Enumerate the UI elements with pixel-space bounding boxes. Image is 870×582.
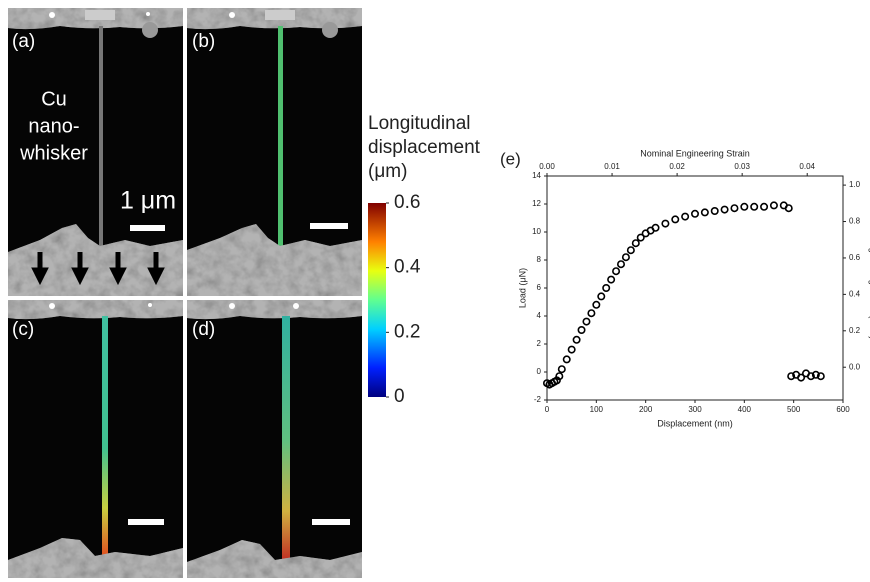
data-point	[567, 345, 576, 354]
x-tick-label: 300	[688, 405, 702, 414]
data-point	[562, 355, 571, 364]
y-tick-label: 2	[537, 339, 542, 348]
y-tick-label: -2	[534, 395, 542, 404]
panel-label: (d)	[192, 319, 215, 340]
data-point	[806, 372, 815, 381]
x2-tick-label: 0.03	[734, 162, 750, 171]
data-point	[607, 275, 616, 284]
panel-d	[187, 300, 362, 578]
data-point	[631, 239, 640, 248]
data-point	[700, 208, 709, 217]
data-point	[671, 215, 680, 224]
data-point	[592, 300, 601, 309]
y-tick-label: 14	[532, 171, 541, 180]
data-point	[602, 283, 611, 292]
data-point	[811, 370, 820, 379]
y-tick-label: 8	[537, 255, 542, 264]
y2-tick-label: 0.0	[849, 362, 861, 371]
data-point	[636, 233, 645, 242]
x-tick-label: 400	[738, 405, 752, 414]
x-tick-label: 0	[545, 405, 550, 414]
panel-label: (e)	[500, 149, 521, 168]
data-point	[597, 292, 606, 301]
data-point	[787, 372, 796, 381]
data-point	[626, 246, 635, 255]
data-point	[690, 209, 699, 218]
data-point	[577, 325, 586, 334]
y-tick-label: 6	[537, 283, 542, 292]
data-point	[750, 202, 759, 211]
panel-a	[8, 8, 183, 296]
x-tick-label: 500	[787, 405, 801, 414]
scale-label: 1 μm	[120, 187, 176, 215]
data-point	[587, 309, 596, 318]
y-tick-label: 10	[532, 227, 541, 236]
y-tick-label: 4	[537, 311, 542, 320]
panel-b	[187, 8, 362, 296]
material-label: nano-	[28, 115, 79, 137]
x2-axis-label: Nominal Engineering Strain	[640, 148, 750, 158]
data-point	[720, 205, 729, 214]
panel-label: (b)	[192, 31, 215, 52]
y-axis-label: Load (μN)	[517, 268, 527, 308]
data-point	[769, 201, 778, 210]
data-point	[740, 202, 749, 211]
panel-c	[8, 300, 183, 578]
y2-tick-label: 1.0	[849, 180, 861, 189]
x-tick-label: 200	[639, 405, 653, 414]
data-point	[557, 365, 566, 374]
data-point	[612, 267, 621, 276]
x2-tick-label: 0.04	[799, 162, 815, 171]
colorbar-tick-label: 0.2	[394, 321, 420, 342]
colorbar	[368, 203, 386, 397]
y2-tick-label: 0.2	[849, 326, 861, 335]
x2-tick-label: 0.01	[604, 162, 620, 171]
colorbar-title: displacement	[368, 137, 481, 158]
x2-tick-label: 0.02	[669, 162, 685, 171]
data-point	[661, 219, 670, 228]
data-point	[616, 260, 625, 269]
material-label: Cu	[41, 88, 67, 110]
y2-tick-label: 0.6	[849, 253, 861, 262]
colorbar-title: Longitudinal	[368, 113, 470, 134]
data-point	[651, 223, 660, 232]
data-point	[816, 372, 825, 381]
x-tick-label: 600	[836, 405, 850, 414]
panel-label: (c)	[12, 319, 34, 340]
x-axis-label: Displacement (nm)	[657, 418, 733, 428]
x-tick-label: 100	[590, 405, 604, 414]
data-point	[621, 253, 630, 262]
data-point	[760, 202, 769, 211]
y-tick-label: 0	[537, 367, 542, 376]
y-tick-label: 12	[532, 199, 541, 208]
x2-tick-label: 0.00	[539, 162, 555, 171]
colorbar-tick-label: 0.6	[394, 192, 420, 213]
plot-frame	[546, 175, 844, 401]
colorbar-tick-label: 0	[394, 386, 405, 407]
y2-tick-label: 0.4	[849, 289, 861, 298]
data-point	[582, 317, 591, 326]
y2-axis-label: Engineering Stress (GPa)	[869, 237, 870, 340]
data-point	[710, 207, 719, 216]
data-point	[797, 373, 806, 382]
data-point	[730, 204, 739, 213]
data-point	[681, 212, 690, 221]
data-point	[555, 372, 564, 381]
panel-label: (a)	[12, 31, 35, 52]
colorbar-title: (μm)	[368, 161, 407, 182]
y2-tick-label: 0.8	[849, 217, 861, 226]
colorbar-tick-label: 0.4	[394, 257, 421, 278]
data-point	[572, 335, 581, 344]
material-label: whisker	[19, 142, 88, 164]
data-point	[784, 204, 793, 213]
